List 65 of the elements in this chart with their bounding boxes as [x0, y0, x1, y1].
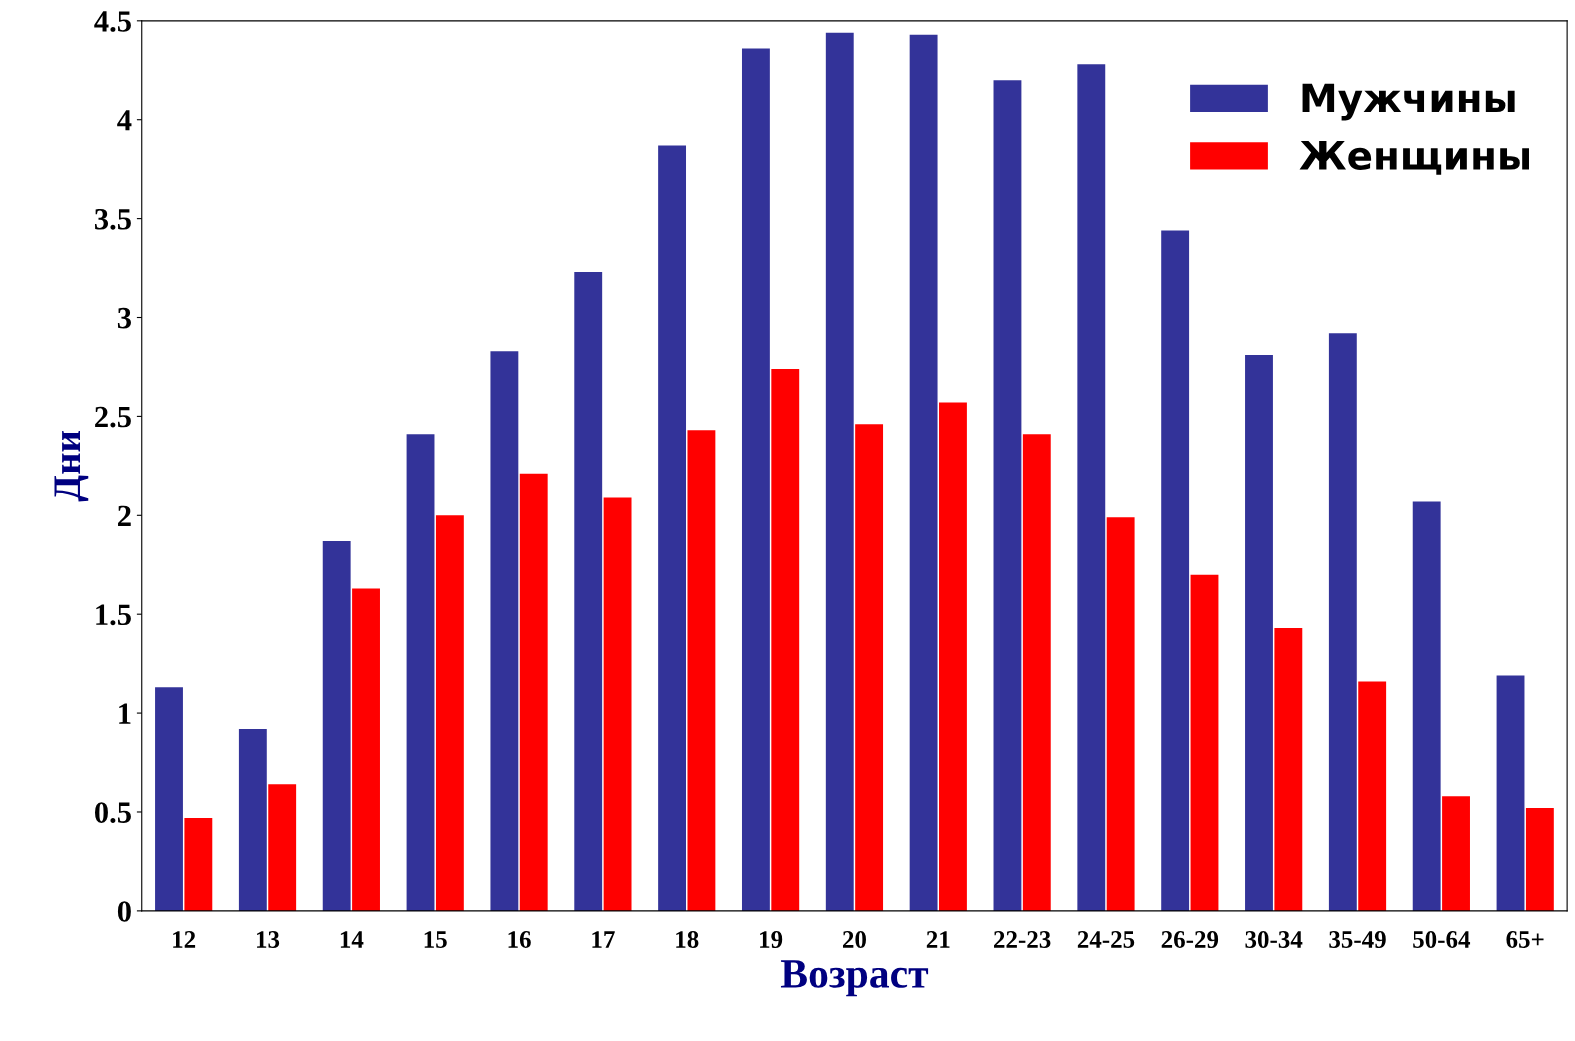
bar — [1245, 355, 1273, 911]
legend-label: Мужчины — [1302, 83, 1515, 121]
bar — [1496, 675, 1525, 911]
bar — [1442, 796, 1470, 911]
x-tick-label: 18 — [676, 931, 699, 948]
y-tick-label: 2 — [118, 505, 131, 526]
bar — [155, 687, 183, 911]
bar — [687, 430, 716, 911]
x-tick-label: 22-23 — [994, 931, 1051, 948]
x-tick-label: 14 — [340, 931, 364, 948]
y-tick-label: 1 — [119, 703, 131, 724]
bar — [1077, 64, 1106, 911]
bar — [909, 34, 938, 911]
y-tick-label: 2.5 — [95, 406, 131, 428]
x-tick-label: 17 — [592, 931, 615, 948]
bar — [1358, 681, 1387, 911]
bar — [993, 80, 1022, 911]
bar — [1190, 574, 1219, 911]
x-tick-label: 50-64 — [1413, 931, 1471, 948]
y-tick-label: 4.5 — [94, 11, 131, 32]
bar — [406, 434, 435, 911]
bar — [352, 588, 380, 911]
x-tick-label: 26-29 — [1161, 931, 1219, 948]
bar — [939, 402, 967, 911]
x-tick-label: 24-25 — [1077, 931, 1135, 948]
bar — [741, 48, 770, 911]
bar — [268, 784, 297, 911]
x-tick-label: 30-34 — [1245, 931, 1303, 948]
bar — [825, 32, 854, 911]
bar — [574, 272, 603, 911]
y-axis-title: Дни — [54, 431, 89, 502]
bar — [1274, 628, 1303, 911]
legend-label: Женщины — [1299, 141, 1529, 175]
y-tick-label: 0 — [117, 901, 131, 922]
x-tick-label: 20 — [842, 931, 866, 948]
bar — [435, 515, 464, 911]
x-tick-label: 21 — [926, 931, 950, 948]
x-tick-label: 19 — [760, 931, 783, 948]
y-tick-label: 0.5 — [95, 802, 131, 824]
bar — [322, 541, 351, 911]
x-tick-label: 13 — [257, 931, 280, 948]
x-tick-label: 15 — [424, 931, 447, 948]
y-tick-label: 3 — [117, 307, 131, 329]
bar — [1412, 501, 1441, 911]
x-tick-label: 12 — [173, 931, 196, 948]
bar — [771, 368, 800, 911]
bar — [519, 473, 548, 911]
bar — [184, 817, 213, 911]
y-tick-label: 1.5 — [96, 604, 131, 626]
y-tick-label: 3.5 — [94, 208, 131, 230]
bar — [1525, 808, 1554, 911]
x-tick-label: 35-49 — [1329, 931, 1386, 948]
x-axis-title: Возраст — [780, 960, 929, 997]
y-tick-label: 4 — [117, 110, 132, 131]
x-tick-label: 65+ — [1506, 931, 1544, 948]
x-tick-label: 16 — [508, 931, 531, 948]
bar — [603, 497, 632, 911]
bar — [1022, 434, 1051, 911]
bar — [1161, 230, 1190, 911]
bar — [238, 728, 267, 911]
bar — [1106, 517, 1135, 911]
bar — [490, 351, 519, 911]
bar — [855, 424, 884, 911]
bar — [1328, 333, 1357, 911]
bar — [658, 145, 687, 911]
